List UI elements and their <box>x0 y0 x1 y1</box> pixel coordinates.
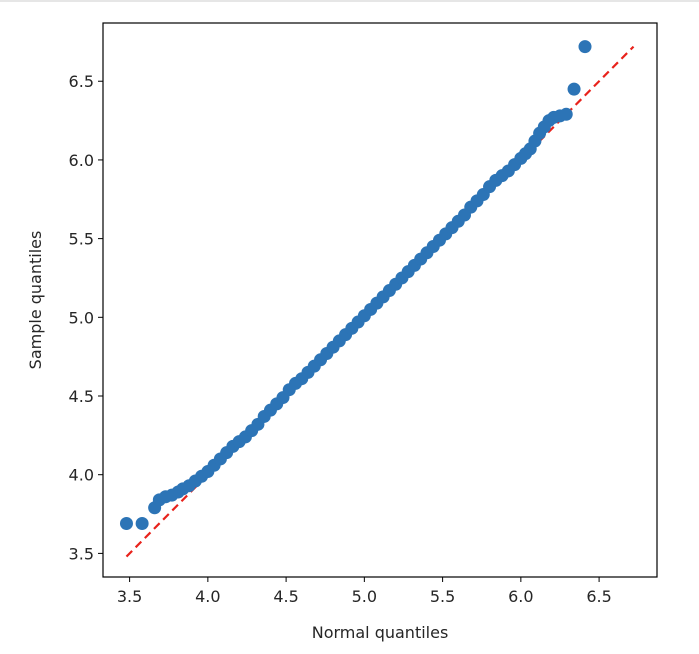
y-tick-label: 6.0 <box>69 151 94 170</box>
data-point <box>578 40 592 54</box>
top-divider <box>0 0 699 2</box>
y-axis-label: Sample quantiles <box>26 231 45 370</box>
x-tick-label: 6.0 <box>508 587 533 606</box>
x-tick-label: 5.5 <box>430 587 455 606</box>
x-axis-label: Normal quantiles <box>312 623 449 642</box>
y-axis: 3.5 4.0 4.5 5.0 5.5 6.0 6.5 <box>69 72 103 563</box>
x-tick-label: 4.0 <box>195 587 220 606</box>
y-tick-label: 4.0 <box>69 466 94 485</box>
x-axis: 3.5 4.0 4.5 5.0 5.5 6.0 6.5 <box>117 577 612 606</box>
data-point <box>135 516 149 530</box>
y-tick-label: 6.5 <box>69 72 94 91</box>
x-tick-label: 6.5 <box>586 587 611 606</box>
y-tick-label: 5.5 <box>69 230 94 249</box>
y-tick-label: 3.5 <box>69 544 94 563</box>
data-point <box>559 107 573 121</box>
x-tick-label: 4.5 <box>273 587 298 606</box>
data-point <box>567 82 581 96</box>
x-tick-label: 5.0 <box>352 587 377 606</box>
points-group <box>119 40 592 530</box>
y-tick-label: 4.5 <box>69 387 94 406</box>
x-tick-label: 3.5 <box>117 587 142 606</box>
y-tick-label: 5.0 <box>69 308 94 327</box>
data-point <box>119 516 133 530</box>
